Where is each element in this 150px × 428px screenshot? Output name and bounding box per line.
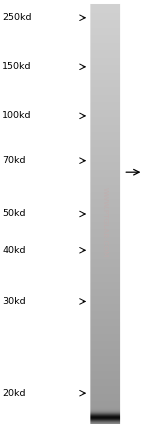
Text: 70kd: 70kd <box>2 156 26 165</box>
Text: WWW.PTGLAB.COM: WWW.PTGLAB.COM <box>102 187 108 258</box>
Text: 50kd: 50kd <box>2 209 26 219</box>
Text: 30kd: 30kd <box>2 297 26 306</box>
Text: 250kd: 250kd <box>2 13 32 22</box>
Text: 100kd: 100kd <box>2 111 32 120</box>
Text: 40kd: 40kd <box>2 246 26 255</box>
Text: 150kd: 150kd <box>2 62 32 71</box>
Text: 20kd: 20kd <box>2 389 26 398</box>
